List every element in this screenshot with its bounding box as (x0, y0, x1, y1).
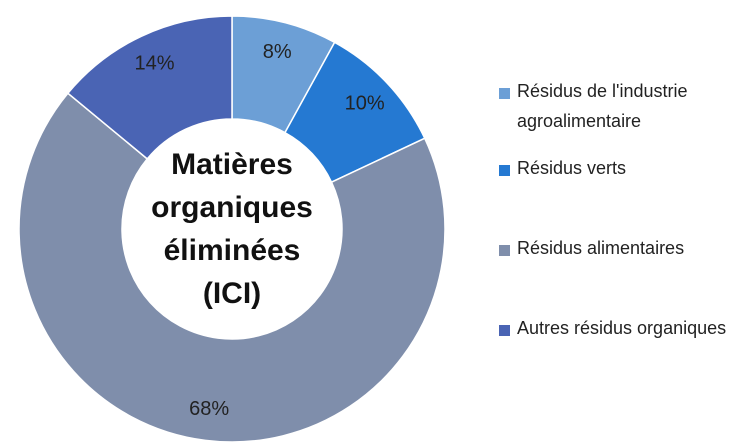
legend-swatch (498, 324, 511, 337)
legend-label: Autres résidus organiques (517, 318, 727, 338)
legend-swatch (498, 244, 511, 257)
legend-item: Résidus verts (498, 158, 729, 183)
value-label: 10% (345, 93, 385, 115)
legend-swatch (498, 87, 511, 100)
chart-title: Matières organiques éliminées (ICI) (151, 148, 313, 310)
value-label: 14% (134, 53, 174, 75)
legend-label: Résidus de l'industrie agroalimentaire (517, 81, 688, 131)
value-label: 8% (263, 41, 292, 63)
donut-hole (122, 119, 342, 339)
legend-label: Résidus alimentaires (517, 238, 685, 258)
value-label: 68% (189, 398, 229, 420)
legend-item: Résidus alimentaires (498, 238, 729, 263)
legend-swatch (498, 164, 511, 177)
legend-item: Résidus de l'industrie agroalimentaire (498, 81, 729, 136)
legend-label: Résidus verts (517, 158, 627, 178)
legend-item: Autres résidus organiques (498, 318, 729, 343)
